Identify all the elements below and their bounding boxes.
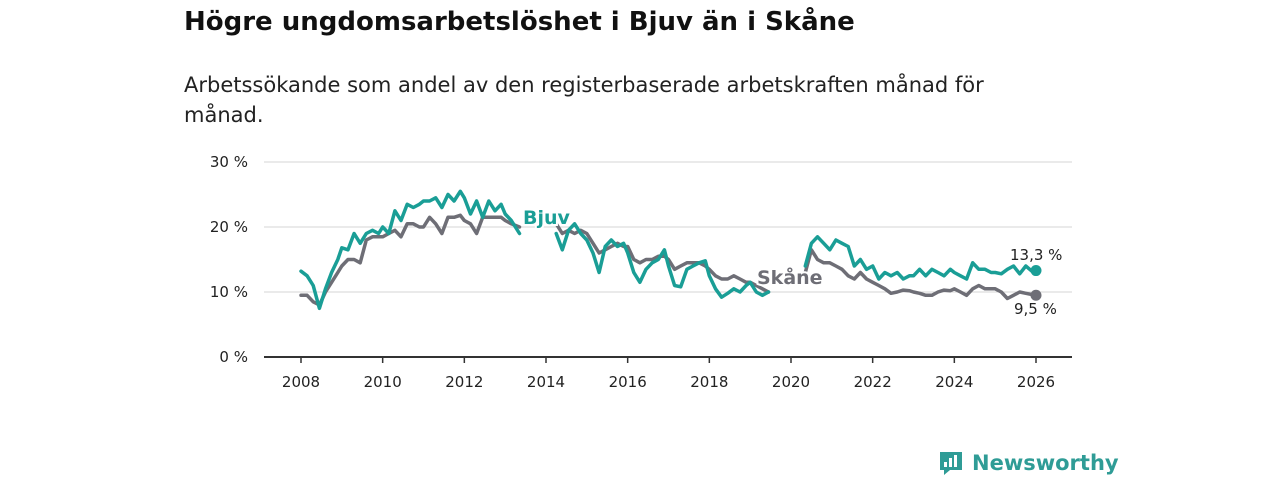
endpoint-dot-bjuv	[1030, 265, 1042, 277]
x-tick-label: 2024	[935, 373, 973, 391]
series-line-bjuv	[299, 189, 522, 311]
newsworthy-logo: Newsworthy	[938, 448, 1119, 478]
x-tick-label: 2018	[690, 373, 728, 391]
x-tick-label: 2014	[527, 373, 565, 391]
x-axis-tick-labels: 2008 2010 2012 2014 2016 2018 2020 2022 2024 2026	[282, 357, 1055, 391]
series-endpoints	[1030, 265, 1042, 301]
gridlines	[264, 161, 1072, 293]
series-labels: Bjuv Skåne 13,3 % 9,5 %	[521, 205, 1062, 318]
series-label-skane: Skåne	[757, 265, 823, 289]
series-line-skane	[299, 213, 522, 307]
y-tick-label: 0 %	[219, 348, 248, 366]
x-tick-label: 2010	[364, 373, 402, 391]
brand-name: Newsworthy	[972, 451, 1119, 475]
series-line-bjuv	[803, 235, 1038, 281]
series-lines	[299, 189, 1038, 311]
endpoint-dot-skane	[1030, 289, 1042, 301]
x-tick-label: 2022	[854, 373, 892, 391]
y-tick-label: 20 %	[210, 218, 248, 236]
x-tick-label: 2016	[609, 373, 647, 391]
chart-title: Högre ungdomsarbetslöshet i Bjuv än i Sk…	[184, 7, 855, 37]
x-tick-label: 2012	[445, 373, 483, 391]
series-label-bjuv: Bjuv	[523, 207, 571, 229]
y-axis-tick-labels: 0 % 10 % 20 % 30 %	[210, 153, 248, 366]
y-tick-label: 10 %	[210, 283, 248, 301]
bar-chart-logo-icon	[940, 452, 962, 475]
series-line-skane	[554, 222, 771, 294]
y-tick-label: 30 %	[210, 153, 248, 171]
series-line-skane	[803, 248, 1038, 301]
x-tick-label: 2020	[772, 373, 810, 391]
end-value-skane: 9,5 %	[1014, 300, 1057, 318]
chart-subtitle: Arbetssökande som andel av den registerb…	[184, 73, 984, 127]
x-tick-label: 2026	[1017, 373, 1055, 391]
series-line-bjuv	[554, 222, 771, 299]
x-tick-label: 2008	[282, 373, 320, 391]
end-value-bjuv: 13,3 %	[1010, 246, 1062, 264]
